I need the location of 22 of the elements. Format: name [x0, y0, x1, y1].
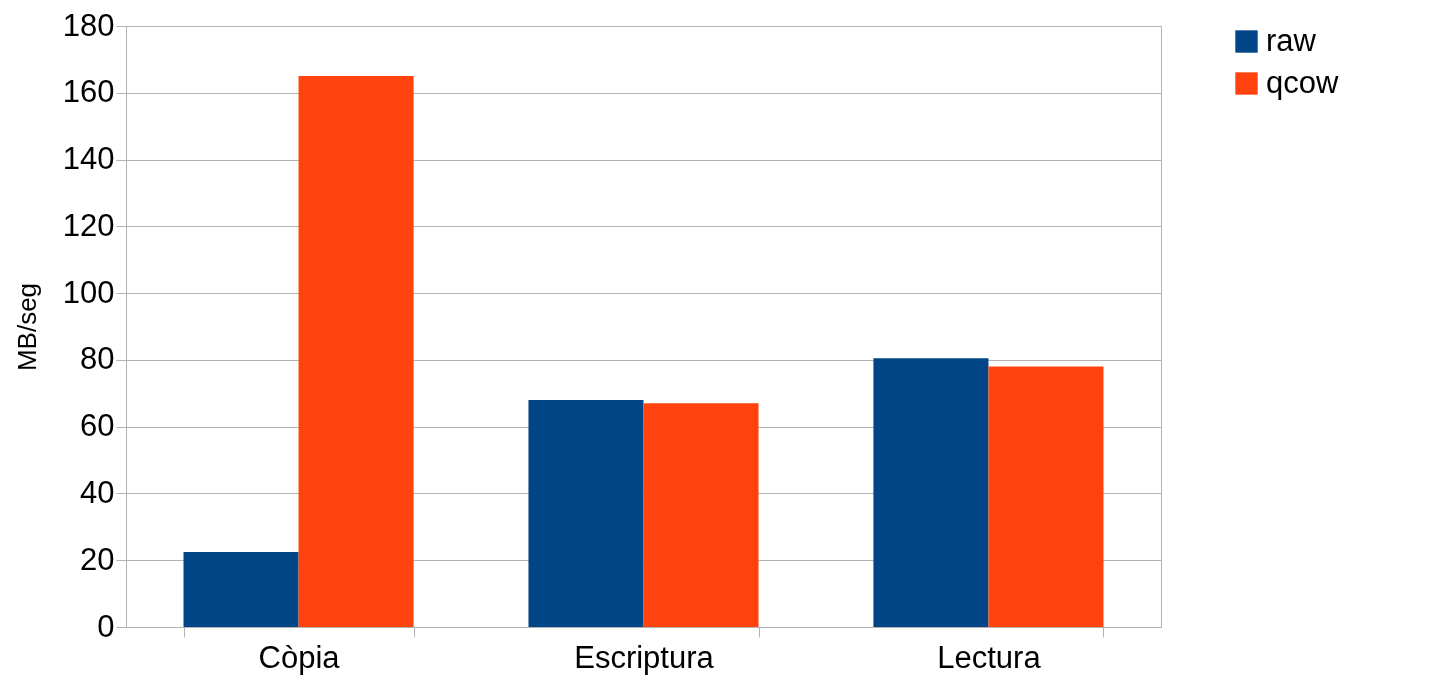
- y-tick-label: 180: [62, 7, 115, 43]
- y-axis-title: MB/seg: [11, 282, 42, 372]
- y-tick-label: 160: [62, 74, 115, 110]
- y-tick-label: 40: [80, 474, 115, 510]
- bar: [873, 358, 989, 627]
- y-tick-label: 20: [80, 541, 115, 577]
- bar: [298, 76, 414, 627]
- legend-label: qcow: [1266, 64, 1339, 100]
- y-tick-label: 60: [80, 408, 115, 444]
- y-tick-label: 120: [62, 207, 115, 243]
- x-tick-label: Escriptura: [574, 639, 715, 675]
- y-tick-label: 80: [80, 341, 115, 377]
- y-tick-label: 0: [97, 608, 115, 644]
- bar: [988, 366, 1104, 627]
- x-tick-label: Còpia: [258, 639, 341, 675]
- legend-label: raw: [1266, 22, 1317, 58]
- y-tick-label: 140: [62, 141, 115, 177]
- bar: [528, 399, 644, 627]
- x-tick-label: Lectura: [937, 639, 1042, 675]
- bar: [183, 551, 299, 627]
- bar: [643, 403, 759, 627]
- y-tick-label: 100: [62, 274, 115, 310]
